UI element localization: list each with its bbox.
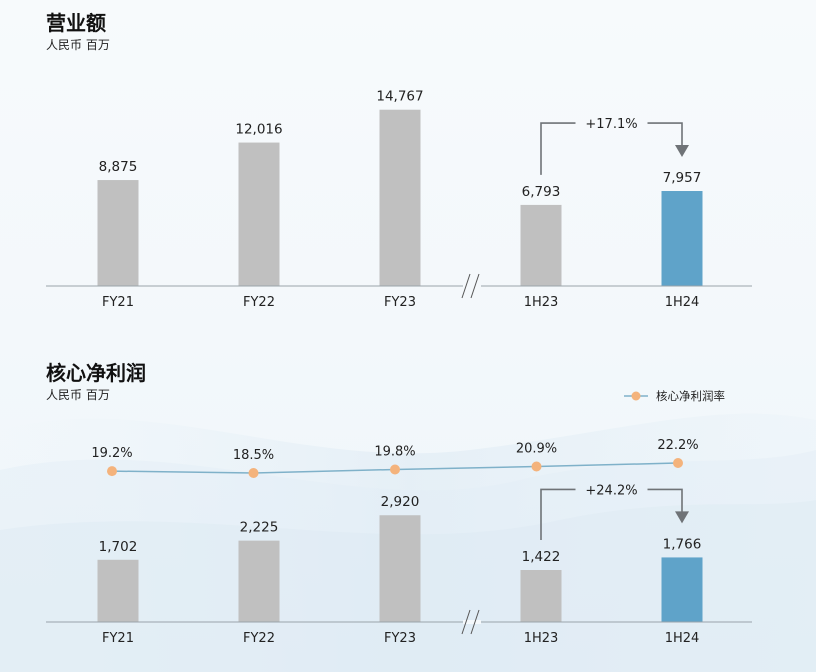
value-label: 14,767 (376, 89, 423, 105)
growth-annotation: +24.2% (540, 483, 689, 541)
margin-point (248, 468, 259, 478)
bar-fy21 (97, 180, 139, 286)
chart-subtitle: 人民币 百万 (46, 38, 110, 52)
margin-label: 20.9% (516, 442, 557, 457)
bar-fy23 (379, 515, 421, 622)
value-label: 1,422 (522, 549, 561, 565)
category-label: 1H24 (665, 631, 700, 646)
axis-break-slash (461, 609, 471, 635)
bar-1h23 (520, 570, 562, 622)
growth-bracket-right (647, 122, 683, 150)
legend: 核心净利润率 (624, 389, 725, 403)
category-label: FY21 (102, 631, 134, 646)
chart-subtitle: 人民币 百万 (46, 388, 110, 402)
value-label: 6,793 (522, 184, 561, 200)
axis-break (461, 273, 481, 299)
category-labels: FY21 FY22 FY23 1H23 1H24 (102, 631, 699, 646)
bar-fy21 (97, 559, 139, 622)
bars (97, 515, 703, 622)
margin-point (390, 464, 400, 475)
category-label: 1H24 (665, 295, 700, 310)
axis-break-slash (470, 609, 480, 635)
margin-label: 19.2% (91, 446, 132, 461)
axis-break-gap (463, 284, 481, 288)
value-labels: 1,702 2,225 2,920 1,422 1,766 (99, 494, 702, 565)
margin-label: 22.2% (657, 438, 698, 453)
value-label: 12,016 (235, 122, 282, 138)
growth-label: +17.1% (585, 117, 637, 132)
category-label: FY22 (243, 295, 275, 310)
bar-1h23 (520, 204, 562, 286)
revenue-chart: 营业额 人民币 百万 +17.1% 8,875 12,016 14,767 6,793… (46, 11, 752, 310)
value-label: 1,702 (99, 539, 138, 555)
value-label: 1,766 (663, 536, 702, 552)
bar-fy23 (379, 109, 421, 287)
margin-line-series: 19.2% 18.5% 19.8% 20.9% 22.2% (91, 438, 699, 478)
category-label: FY23 (384, 295, 416, 310)
category-label: FY23 (384, 631, 416, 646)
margin-point (107, 466, 117, 477)
value-label: 7,957 (663, 170, 702, 186)
legend-label: 核心净利润率 (656, 389, 725, 403)
growth-bracket-left (540, 488, 576, 541)
axis-break-slash (461, 273, 471, 299)
growth-annotation: +17.1% (540, 117, 689, 175)
bar-1h24 (661, 557, 703, 622)
category-label: 1H23 (524, 295, 559, 310)
category-label: 1H23 (524, 631, 559, 646)
category-labels: FY21 FY22 FY23 1H23 1H24 (102, 295, 699, 310)
chart-title: 营业额 (46, 11, 106, 35)
margin-label: 18.5% (233, 448, 274, 463)
growth-bracket-left (540, 122, 576, 175)
bar-fy22 (238, 540, 280, 622)
category-label: FY22 (243, 631, 275, 646)
bars (97, 109, 703, 287)
chart-title: 核心净利润 (46, 361, 146, 385)
axis-break-gap (463, 620, 481, 624)
bar-fy22 (238, 142, 280, 286)
category-label: FY21 (102, 295, 134, 310)
legend-marker-swatch (631, 391, 641, 401)
bar-1h24 (661, 191, 703, 286)
value-label: 2,920 (381, 494, 420, 510)
margin-label: 19.8% (374, 444, 415, 459)
margin-point (531, 461, 542, 472)
growth-arrow-head (675, 511, 689, 524)
value-labels: 8,875 12,016 14,767 6,793 7,957 (99, 89, 702, 200)
margin-point (673, 458, 683, 468)
axis-break (461, 609, 481, 635)
growth-bracket-right (647, 488, 683, 516)
value-label: 2,225 (240, 520, 279, 536)
growth-label: +24.2% (585, 483, 637, 498)
axis-break-slash (470, 273, 480, 299)
core-net-profit-chart: 核心净利润 人民币 百万 核心净利润率 19.2% 18.5% 19.8% 20.9%… (46, 361, 752, 646)
value-label: 8,875 (99, 159, 138, 175)
growth-arrow-head (675, 145, 689, 158)
